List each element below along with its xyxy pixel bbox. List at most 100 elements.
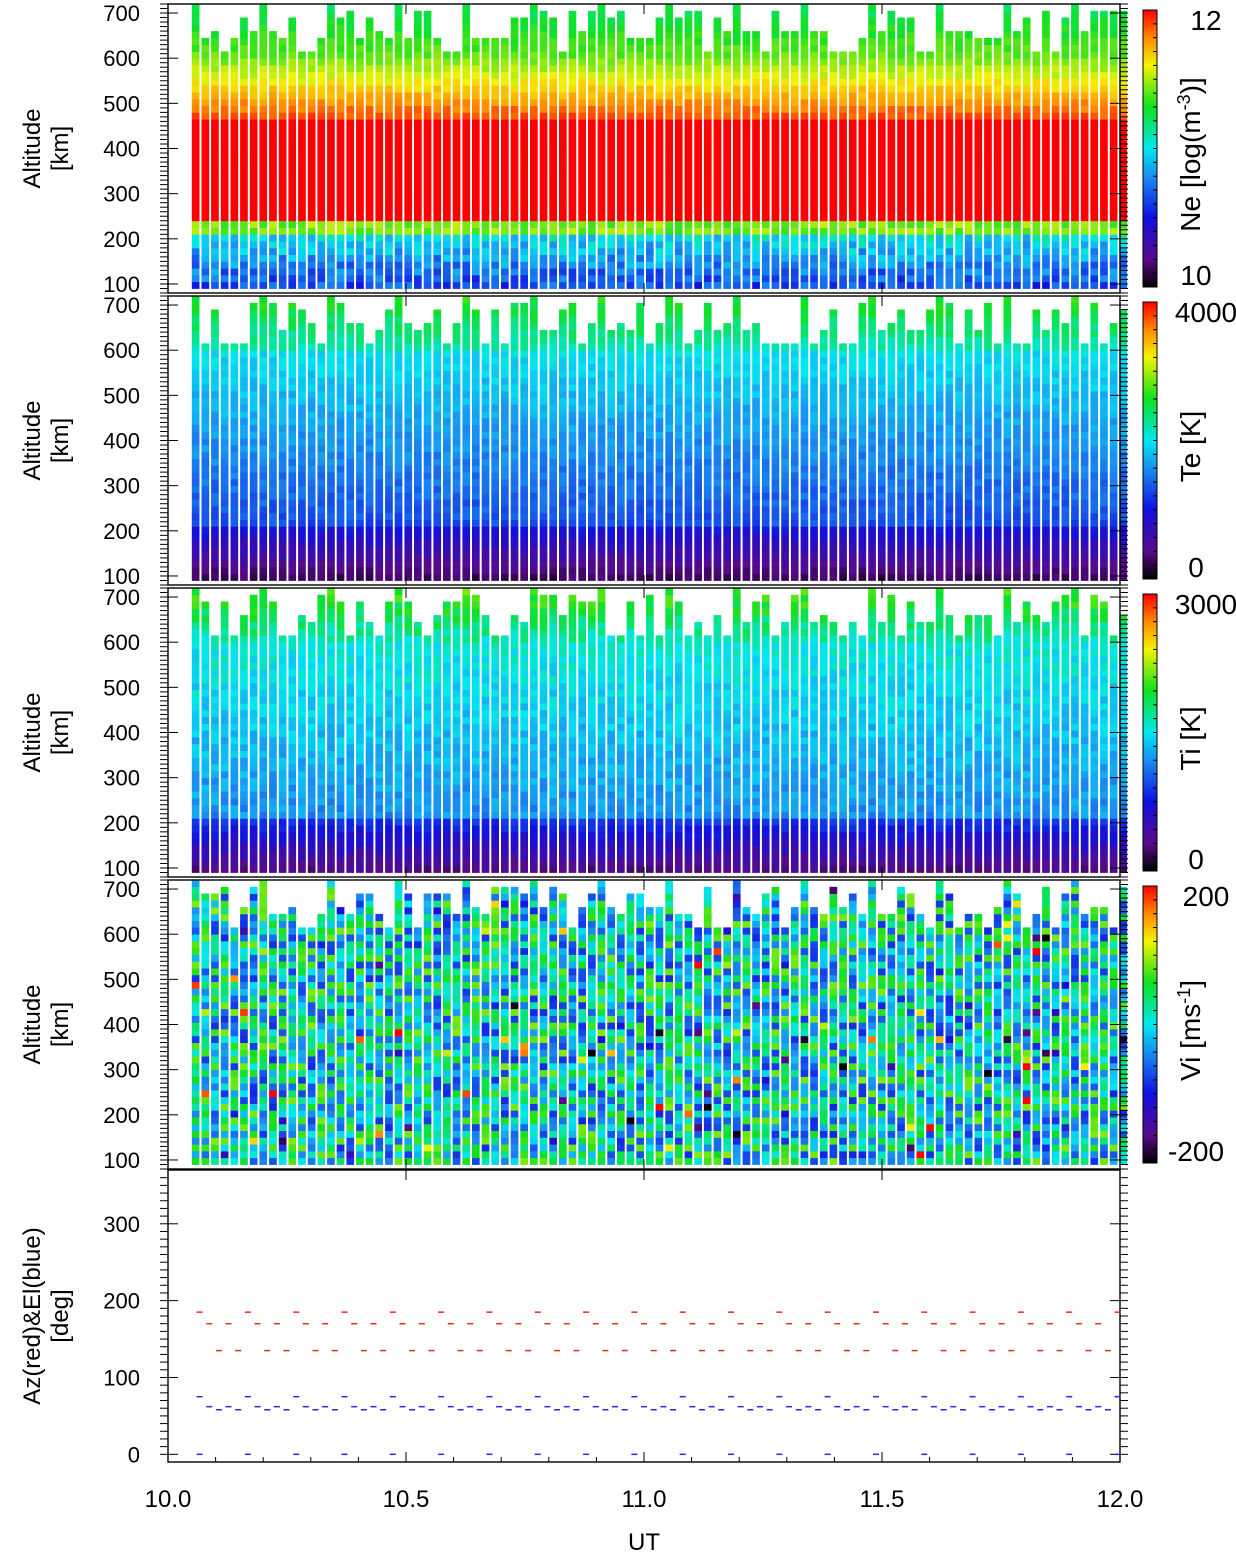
heat-cell [607,207,615,214]
heat-cell [308,140,316,147]
heat-cell [279,452,287,459]
heat-cell [395,357,403,364]
heat-cell [598,31,606,38]
heat-cell [607,85,615,92]
heat-cell [424,92,432,99]
heat-cell [588,126,596,133]
heat-cell [801,85,809,92]
heat-cell [511,228,519,235]
heat-cell [946,51,954,58]
heat-cell [366,85,374,92]
heat-cell [859,146,867,153]
heat-cell [443,343,451,350]
heat-cell [221,72,229,79]
heat-cell [240,119,248,126]
heat-cell [443,255,451,262]
heat-cell [801,167,809,174]
heat-cell [520,194,528,201]
heat-cell [317,459,325,466]
heat-cell [356,268,364,275]
heat-cell [308,79,316,86]
heat-cell [317,506,325,513]
heat-cell [279,92,287,99]
heat-cell [308,574,316,581]
heat-cell [1100,119,1108,126]
heat-cell [337,228,345,235]
heat-cell [888,200,896,207]
heat-cell [868,261,876,268]
heat-cell [250,567,258,574]
heat-cell [453,85,461,92]
heat-cell [482,194,490,201]
heat-cell [240,99,248,106]
heat-cell [327,153,335,160]
heat-cell [830,112,838,119]
heat-cell [965,112,973,119]
heat-cell [269,445,277,452]
heat-cell [607,140,615,147]
heat-cell [414,221,422,228]
heat-cell [250,65,258,72]
heat-cell [1090,248,1098,255]
heat-cell [627,167,635,174]
heat-cell [288,248,296,255]
heat-cell [704,173,712,180]
heat-cell [259,398,267,405]
heat-cell [404,38,412,45]
heat-cell [540,38,548,45]
heat-cell [414,261,422,268]
heat-cell [859,153,867,160]
heat-cell [694,200,702,207]
heat-cell [1023,106,1031,113]
heat-cell [404,547,412,554]
heat-cell [1071,214,1079,221]
heat-cell [453,533,461,540]
colorbar-tick-label: 10 [1180,260,1211,291]
heat-cell [221,343,229,350]
heat-cell [202,350,210,357]
heat-cell [685,85,693,92]
heat-cell [665,133,673,140]
heat-cell [395,492,403,499]
heat-cell [636,187,644,194]
heat-cell [888,214,896,221]
heat-cell [801,241,809,248]
heat-cell [395,296,403,303]
heat-cell [404,513,412,520]
heat-cell [1004,221,1012,228]
heat-cell [298,377,306,384]
heat-cell [433,364,441,371]
heat-cell [868,4,876,11]
heat-cell [549,194,557,201]
heat-cell [530,51,538,58]
heat-cell [385,241,393,248]
heat-cell [665,85,673,92]
heat-cell [685,200,693,207]
heat-cell [878,180,886,187]
heat-cell [801,194,809,201]
heat-cell [279,221,287,228]
heat-cell [549,275,557,282]
heat-cell [617,106,625,113]
heat-cell [1090,221,1098,228]
heat-cell [859,261,867,268]
heat-cell [569,85,577,92]
heat-cell [202,411,210,418]
heat-cell [356,465,364,472]
heat-cell [279,425,287,432]
heat-cell [433,377,441,384]
heat-cell [482,268,490,275]
heat-cell [559,268,567,275]
heat-cell [723,194,731,201]
heat-cell [549,65,557,72]
heat-cell [433,384,441,391]
heat-cell [917,248,925,255]
heat-cell [936,153,944,160]
heat-cell [443,513,451,520]
heat-cell [984,241,992,248]
heat-cell [395,38,403,45]
heat-cell [462,11,470,18]
heat-cell [327,371,335,378]
heat-cell [231,533,239,540]
heat-cell [404,425,412,432]
